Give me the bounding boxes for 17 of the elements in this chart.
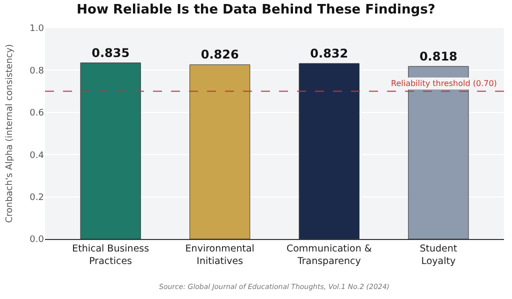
y-tick-label: 1.0: [30, 24, 44, 34]
data-label: 0.832: [310, 46, 348, 60]
y-axis-title: Cronbach's Alpha (internal consistency): [5, 44, 16, 223]
x-tick-label: Communication & Transparency: [286, 243, 372, 267]
chart-title: How Reliable Is the Data Behind These Findings?: [76, 2, 436, 18]
y-tick-label: 0.6: [30, 108, 44, 119]
x-tick-label: Environmental Initiatives: [185, 243, 254, 267]
y-tick-label: 0.0: [30, 235, 44, 246]
data-label: 0.835: [92, 46, 130, 60]
y-tick-label: 0.8: [30, 66, 44, 76]
data-label: 0.818: [419, 49, 458, 64]
data-label: 0.826: [200, 48, 239, 62]
x-tick-label: Student Loyalty: [420, 243, 458, 267]
x-tick-label: Ethical Business Practices: [72, 243, 150, 267]
y-tick-label: 0.4: [30, 150, 44, 161]
ref-line-label: Reliability threshold (0.70): [391, 79, 497, 88]
y-tick-label: 0.2: [30, 192, 44, 203]
